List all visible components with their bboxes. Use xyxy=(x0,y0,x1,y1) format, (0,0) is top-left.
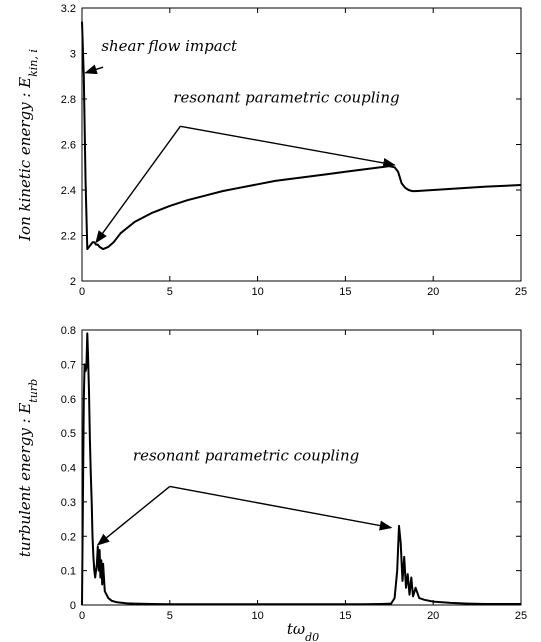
top-y-tick-label: 3 xyxy=(70,49,76,61)
bottom-x-tick-label: 20 xyxy=(427,610,439,622)
top-y-tick-label: 2.2 xyxy=(61,231,76,243)
top-annotation-arrow xyxy=(180,125,396,168)
bottom-y-axis-label: turbulent energy : Eturb xyxy=(16,379,40,557)
top-annotation-text: shear flow impact xyxy=(101,37,238,55)
bottom-annotation-text: resonant parametric coupling xyxy=(133,447,359,465)
bottom-y-tick-label: 0.3 xyxy=(61,497,76,509)
bottom-y-tick-label: 0.2 xyxy=(61,531,76,543)
bottom-x-tick-label: 5 xyxy=(167,610,173,622)
top-annotation-arrow xyxy=(84,64,104,75)
bottom-y-tick-label: 0.1 xyxy=(61,566,76,578)
top-x-tick-label: 20 xyxy=(427,286,439,298)
turbulent-energy-series-line xyxy=(81,332,521,606)
bottom-y-tick-label: 0 xyxy=(70,600,76,612)
top-annotation-text: resonant parametric coupling xyxy=(173,88,399,106)
top-x-tick-label: 10 xyxy=(251,286,263,298)
bottom-y-tick-label: 0.5 xyxy=(61,428,76,440)
bottom-annotations: resonant parametric coupling xyxy=(96,447,393,546)
top-y-tick-label: 2.8 xyxy=(61,94,76,106)
bottom-y-tick-label: 0.4 xyxy=(61,463,76,475)
top-y-tick-label: 2 xyxy=(70,276,76,288)
bottom-x-axis-ticks: 0 5 10 15 20 25 xyxy=(79,330,527,622)
bottom-plot-frame xyxy=(81,329,522,606)
bottom-x-tick-label: 15 xyxy=(339,610,351,622)
bottom-annotation-arrow xyxy=(169,485,393,531)
bottom-y-tick-label: 0.6 xyxy=(61,394,76,406)
bottom-y-tick-label: 0.7 xyxy=(61,359,76,371)
bottom-annotation-arrow xyxy=(96,485,171,546)
bottom-x-tick-label: 25 xyxy=(515,610,527,622)
top-y-axis-label: Ion kinetic energy : Ekin, i xyxy=(16,49,40,242)
ion-kinetic-energy-series-line xyxy=(81,21,522,251)
top-annotation-arrow xyxy=(95,125,181,244)
top-y-tick-label: 2.4 xyxy=(61,185,76,197)
top-annotations: shear flow impact resonant parametric cou… xyxy=(84,37,400,244)
top-x-axis-ticks: 0 5 10 15 20 25 xyxy=(79,8,527,298)
top-x-tick-label: 5 xyxy=(167,286,173,298)
top-y-tick-label: 2.6 xyxy=(61,140,76,152)
top-x-tick-label: 15 xyxy=(339,286,351,298)
top-x-tick-label: 0 xyxy=(79,286,85,298)
top-y-tick-label: 3.2 xyxy=(61,3,76,15)
bottom-x-tick-label: 0 xyxy=(79,610,85,622)
bottom-y-axis-ticks: 0 0.1 0.2 0.3 0.4 0.5 0.6 0.7 0.8 xyxy=(61,325,521,612)
top-y-axis-ticks: 2 2.2 2.4 2.6 2.8 3 3.2 xyxy=(61,3,521,288)
bottom-chart: 0 0.1 0.2 0.3 0.4 0.5 0.6 0.7 0.8 0 5 10 15 20 25 res… xyxy=(16,325,527,642)
top-chart: 2 2.2 2.4 2.6 2.8 3 3.2 0 5 10 15 20 25 shear flow … xyxy=(16,3,527,298)
bottom-x-axis-label: tωd0 xyxy=(287,620,319,642)
bottom-x-tick-label: 10 xyxy=(251,610,263,622)
top-x-tick-label: 25 xyxy=(515,286,527,298)
bottom-y-tick-label: 0.8 xyxy=(61,325,76,337)
